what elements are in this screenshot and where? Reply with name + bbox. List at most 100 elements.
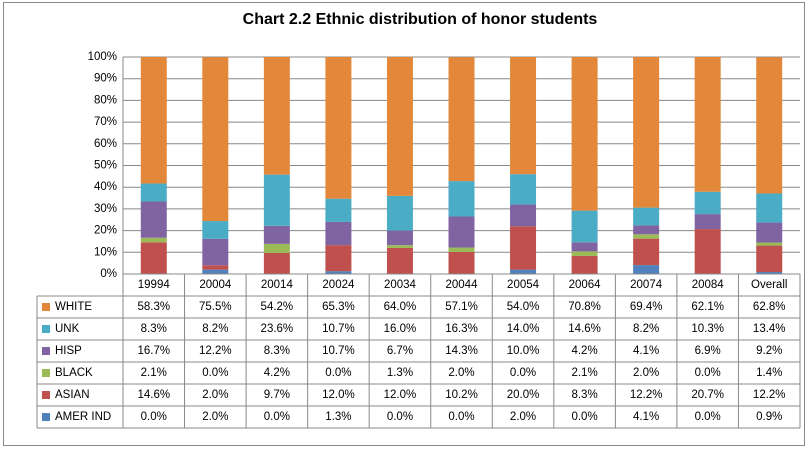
data-label: 75.5%: [199, 301, 232, 313]
bar-segment: [140, 201, 167, 238]
bar-segment: [448, 251, 475, 274]
bar-segment: [202, 269, 229, 274]
bar-segment: [448, 57, 475, 182]
data-label: 14.6%: [137, 389, 170, 401]
chart-title: Chart 2.2 Ethnic distribution of honor s…: [243, 11, 598, 28]
data-label: 14.0%: [507, 323, 540, 335]
bar-segment: [386, 245, 413, 248]
data-label: 13.4%: [753, 323, 786, 335]
data-label: 12.2%: [753, 389, 786, 401]
data-label: 70.8%: [568, 301, 601, 313]
bar-segment: [510, 174, 537, 205]
data-label: 0.0%: [571, 411, 597, 423]
bar-segment: [448, 247, 475, 252]
data-label: 23.6%: [261, 323, 294, 335]
bar-segment: [571, 57, 598, 211]
legend-swatch: [42, 391, 50, 399]
data-label: 12.2%: [199, 345, 232, 357]
y-tick-label: 70%: [94, 116, 117, 128]
data-label: 2.0%: [510, 411, 536, 423]
data-label: 0.0%: [448, 411, 474, 423]
bar-segment: [263, 252, 290, 274]
bar-segment: [325, 245, 352, 272]
data-label: 2.0%: [202, 389, 228, 401]
legend-label: WHITE: [55, 301, 92, 313]
bar-segment: [633, 57, 660, 208]
data-label: 0.9%: [756, 411, 782, 423]
legend-label: ASIAN: [55, 389, 90, 401]
bar-segment: [386, 230, 413, 246]
data-label: 0.0%: [264, 411, 290, 423]
x-tick-label: 19994: [138, 279, 171, 291]
data-label: 1.3%: [325, 411, 351, 423]
x-tick-label: 20074: [630, 279, 663, 291]
data-label: 12.2%: [630, 389, 663, 401]
bar-segment: [571, 242, 598, 252]
data-label: 54.2%: [261, 301, 294, 313]
data-label: 8.3%: [264, 345, 290, 357]
data-label: 20.7%: [691, 389, 724, 401]
data-label: 16.0%: [384, 323, 417, 335]
bar-segment: [263, 225, 290, 244]
bar-segment: [694, 214, 721, 230]
bar-segment: [633, 207, 660, 226]
bar-segment: [202, 221, 229, 239]
data-label: 14.3%: [445, 345, 478, 357]
y-tick-label: 90%: [94, 73, 117, 85]
bar-segment: [386, 195, 413, 231]
bar-segment: [202, 57, 229, 222]
bar-segment: [386, 247, 413, 274]
data-label: 2.1%: [571, 367, 597, 379]
bar-segment: [263, 57, 290, 175]
legend-label: BLACK: [55, 367, 93, 379]
data-label: 4.1%: [633, 411, 659, 423]
data-label: 0.0%: [141, 411, 167, 423]
bar-segment: [510, 57, 537, 175]
y-tick-label: 0%: [100, 268, 117, 280]
data-label: 8.3%: [571, 389, 597, 401]
data-label: 0.0%: [510, 367, 536, 379]
bar-segment: [325, 221, 352, 246]
bar-segment: [202, 265, 229, 270]
y-tick-label: 50%: [94, 160, 117, 172]
bar-segment: [140, 57, 167, 184]
data-label: 6.7%: [387, 345, 413, 357]
bar-segment: [756, 222, 783, 243]
data-label: 54.0%: [507, 301, 540, 313]
legend-swatch: [42, 413, 50, 421]
data-label: 2.1%: [141, 367, 167, 379]
bar-segment: [448, 216, 475, 248]
bar-segment: [510, 269, 537, 274]
bar-segment: [571, 251, 598, 256]
bar-segment: [325, 198, 352, 222]
bar-segment: [263, 243, 290, 253]
data-label: 69.4%: [630, 301, 663, 313]
legend-label: HISP: [55, 345, 82, 357]
data-label: 16.3%: [445, 323, 478, 335]
data-label: 9.7%: [264, 389, 290, 401]
data-label: 20.0%: [507, 389, 540, 401]
y-tick-label: 80%: [94, 94, 117, 106]
data-label: 64.0%: [384, 301, 417, 313]
x-tick-label: 20044: [446, 279, 479, 291]
legend-swatch: [42, 303, 50, 311]
bar-segment: [633, 225, 660, 235]
bar-segment: [571, 255, 598, 274]
data-label: 10.2%: [445, 389, 478, 401]
x-tick-label: 20024: [322, 279, 355, 291]
bar-segment: [325, 271, 352, 274]
bar-segment: [633, 238, 660, 266]
x-tick-label: 20034: [384, 279, 417, 291]
x-tick-label: 20004: [199, 279, 232, 291]
x-tick-label: 20054: [507, 279, 540, 291]
data-label: 58.3%: [137, 301, 170, 313]
x-tick-label: 20064: [569, 279, 602, 291]
bar-segment: [325, 57, 352, 199]
data-label: 16.7%: [137, 345, 170, 357]
bar-segment: [756, 245, 783, 273]
bar-segment: [140, 183, 167, 202]
y-tick-label: 100%: [88, 51, 117, 63]
data-label: 0.0%: [202, 367, 228, 379]
data-label: 4.2%: [571, 345, 597, 357]
